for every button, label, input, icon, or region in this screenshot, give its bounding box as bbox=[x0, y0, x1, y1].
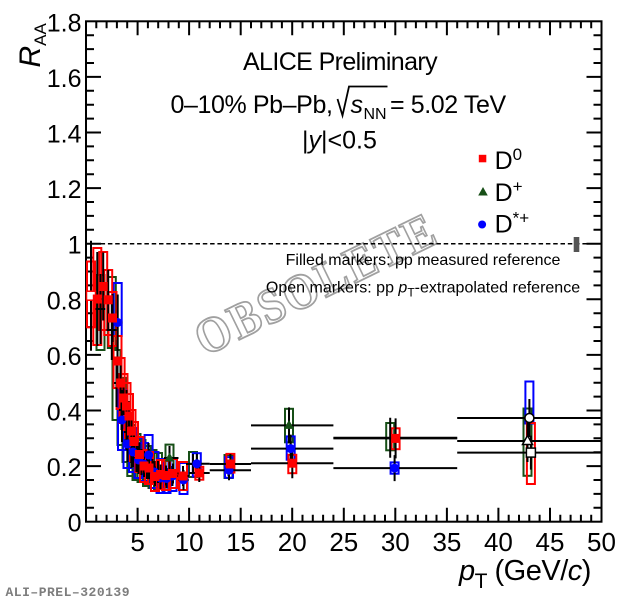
svg-text:NN: NN bbox=[364, 106, 387, 123]
svg-text:D*+: D*+ bbox=[495, 209, 530, 239]
svg-text:25: 25 bbox=[329, 527, 358, 557]
svg-text:0.2: 0.2 bbox=[47, 454, 82, 482]
svg-text:15: 15 bbox=[226, 527, 255, 557]
svg-text:|y|<0.5: |y|<0.5 bbox=[302, 127, 377, 155]
svg-text:45: 45 bbox=[536, 527, 565, 557]
svg-text:s: s bbox=[351, 91, 364, 119]
svg-text:10: 10 bbox=[175, 527, 204, 557]
svg-text:1.4: 1.4 bbox=[47, 121, 82, 149]
svg-text:Open markers: pp pT-extrapolat: Open markers: pp pT-extrapolated referen… bbox=[266, 280, 580, 300]
svg-text:0.8: 0.8 bbox=[47, 287, 82, 315]
svg-text:50: 50 bbox=[587, 527, 616, 557]
svg-text:35: 35 bbox=[432, 527, 461, 557]
svg-text:0: 0 bbox=[68, 510, 82, 538]
svg-text:1.6: 1.6 bbox=[47, 65, 82, 93]
svg-text:20: 20 bbox=[278, 527, 307, 557]
svg-text:0.4: 0.4 bbox=[47, 399, 82, 427]
svg-text:1.8: 1.8 bbox=[47, 9, 82, 37]
svg-text:5: 5 bbox=[130, 527, 144, 557]
svg-text:0–10% Pb–Pb,: 0–10% Pb–Pb, bbox=[171, 91, 333, 119]
svg-text:40: 40 bbox=[484, 527, 513, 557]
svg-text:1: 1 bbox=[68, 232, 82, 260]
svg-text:ALICE Preliminary: ALICE Preliminary bbox=[243, 48, 438, 76]
svg-text:0.6: 0.6 bbox=[47, 343, 82, 371]
svg-text:Filled markers: pp measured re: Filled markers: pp measured reference bbox=[286, 252, 561, 269]
svg-text:ALI–PREL–320139: ALI–PREL–320139 bbox=[6, 585, 131, 600]
svg-text:1.2: 1.2 bbox=[47, 176, 82, 204]
svg-text:= 5.02 TeV: = 5.02 TeV bbox=[390, 91, 507, 119]
svg-text:30: 30 bbox=[381, 527, 410, 557]
svg-text:pT (GeV/c): pT (GeV/c) bbox=[458, 555, 591, 593]
